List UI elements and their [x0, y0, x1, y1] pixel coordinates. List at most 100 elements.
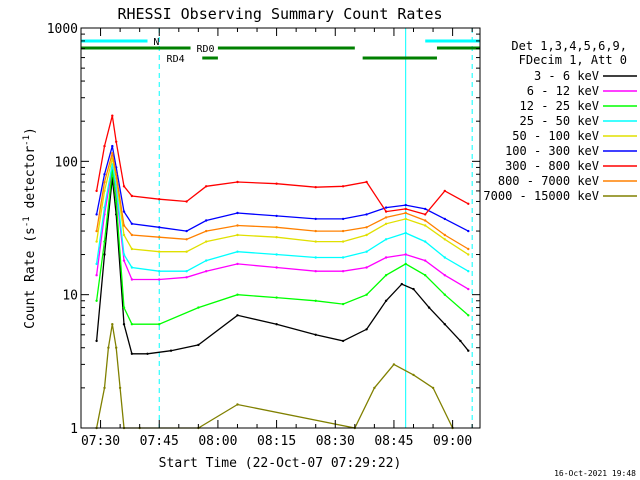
x-tick-label-1: 07:45 — [140, 434, 179, 449]
data-point-800-7000-kev-8 — [205, 229, 208, 233]
series-line-300-800-kev — [95, 115, 469, 216]
data-point-800-7000-kev-12 — [341, 229, 345, 233]
data-point-3-6-kev-15 — [400, 282, 403, 286]
data-point-12-25-kev-7 — [197, 306, 200, 309]
data-point-6-12-kev-17 — [443, 274, 446, 277]
data-point-800-7000-kev-13 — [365, 226, 368, 229]
y-axis-label-end: ) — [23, 127, 38, 135]
data-point-3-6-kev-16 — [412, 287, 415, 291]
data-point-100-300-kev-18 — [467, 229, 470, 233]
data-point-300-800-kev-9 — [236, 180, 239, 184]
data-point-12-25-kev-4 — [122, 306, 126, 309]
data-point-300-800-kev-1 — [103, 144, 106, 148]
data-point-3-6-kev-8 — [197, 343, 200, 347]
data-point-6-12-kev-18 — [467, 287, 470, 291]
data-point-800-7000-kev-5 — [130, 233, 134, 237]
series-line-25-50-kev — [95, 164, 469, 272]
legend-label-12-25-kev: 12 - 25 keV — [520, 99, 599, 113]
y-tick-label-1: 10 — [62, 289, 78, 304]
data-point-800-7000-kev-10 — [275, 226, 278, 229]
series-line-100-300-kev — [95, 145, 469, 232]
data-point-7000-15000-kev-13 — [412, 373, 415, 377]
legend: Det 1,3,4,5,6,9,FDecim 1, Att 0 3 - 6 keV… — [483, 39, 637, 203]
data-point-6-12-kev-11 — [314, 270, 317, 273]
y-axis-label-tail: detector — [23, 146, 38, 217]
data-point-800-7000-kev-6 — [158, 236, 161, 239]
series-line-800-7000-kev — [95, 153, 469, 250]
chart-title: RHESSI Observing Summary Count Rates — [117, 5, 442, 23]
data-point-100-300-kev-0 — [95, 213, 98, 216]
data-point-50-100-kev-1 — [103, 189, 106, 193]
data-point-800-7000-kev-17 — [443, 233, 446, 237]
data-point-100-300-kev-4 — [122, 210, 126, 213]
data-point-25-50-kev-10 — [275, 253, 278, 256]
data-point-12-25-kev-11 — [341, 302, 345, 306]
data-point-6-12-kev-10 — [275, 266, 278, 269]
data-point-6-12-kev-15 — [404, 253, 407, 256]
data-point-6-12-kev-0 — [95, 274, 98, 277]
data-point-800-7000-kev-4 — [122, 224, 126, 227]
data-point-50-100-kev-5 — [130, 247, 134, 251]
data-point-100-300-kev-17 — [443, 217, 446, 221]
data-point-50-100-kev-11 — [314, 240, 317, 243]
data-point-800-7000-kev-16 — [424, 219, 427, 222]
x-tick-label-2: 08:00 — [198, 434, 237, 449]
data-point-50-100-kev-15 — [404, 217, 407, 221]
data-point-100-300-kev-8 — [205, 219, 208, 222]
data-point-50-100-kev-18 — [467, 253, 470, 256]
data-point-100-300-kev-13 — [365, 213, 368, 216]
data-point-100-300-kev-11 — [314, 217, 317, 221]
data-point-3-6-kev-10 — [275, 323, 278, 326]
data-point-25-50-kev-15 — [404, 231, 407, 235]
data-point-300-800-kev-12 — [341, 185, 345, 188]
data-point-50-100-kev-8 — [205, 240, 208, 243]
legend-label-800-7000-kev: 800 - 7000 keV — [498, 174, 599, 188]
data-point-800-7000-kev-7 — [185, 238, 188, 241]
y-tick-label-3: 1000 — [47, 22, 78, 37]
data-point-12-25-kev-10 — [314, 299, 317, 302]
data-point-7000-15000-kev-3 — [111, 323, 114, 326]
data-point-7000-15000-kev-5 — [118, 386, 122, 390]
data-point-300-800-kev-18 — [467, 202, 470, 205]
data-point-50-100-kev-6 — [158, 250, 161, 253]
data-point-25-50-kev-14 — [384, 238, 388, 241]
data-point-300-800-kev-17 — [443, 189, 446, 193]
data-point-50-100-kev-9 — [236, 233, 239, 237]
data-point-50-100-kev-14 — [384, 222, 388, 225]
x-tick-label-6: 09:00 — [433, 434, 472, 449]
data-point-300-800-kev-10 — [275, 182, 278, 185]
state-bar-label-rd4: RD4 — [167, 54, 185, 65]
data-point-800-7000-kev-14 — [384, 216, 388, 219]
data-point-800-7000-kev-15 — [404, 211, 407, 215]
data-point-3-6-kev-9 — [236, 314, 239, 317]
data-point-12-25-kev-8 — [236, 293, 239, 296]
data-point-300-800-kev-6 — [158, 198, 161, 201]
data-point-12-25-kev-6 — [158, 323, 161, 326]
data-point-300-800-kev-13 — [365, 180, 368, 184]
data-point-25-50-kev-1 — [103, 206, 106, 209]
data-point-7000-15000-kev-4 — [115, 346, 118, 349]
series-line-12-25-kev — [95, 170, 469, 325]
legend-label-300-800-kev: 300 - 800 keV — [505, 159, 599, 173]
x-axis-label: Start Time (22-Oct-07 07:29:22) — [159, 456, 402, 471]
y-axis-label: Count Rate (s-1 detector-1) — [22, 127, 38, 329]
data-point-800-7000-kev-9 — [236, 224, 239, 227]
data-point-300-800-kev-5 — [130, 194, 134, 198]
plot-frame — [80, 27, 481, 429]
legend-label-3-6-kev: 3 - 6 keV — [534, 69, 599, 83]
data-point-6-12-kev-6 — [158, 278, 161, 281]
legend-label-50-100-kev: 50 - 100 keV — [512, 129, 599, 143]
data-point-50-100-kev-7 — [185, 250, 188, 253]
data-point-100-300-kev-2 — [111, 144, 114, 148]
data-point-25-50-kev-9 — [236, 250, 239, 253]
data-point-100-300-kev-14 — [384, 206, 388, 209]
data-point-800-7000-kev-18 — [467, 247, 470, 251]
data-point-50-100-kev-4 — [122, 233, 126, 237]
data-point-7000-15000-kev-11 — [373, 386, 376, 390]
y-axis-label-sup: -1 — [22, 216, 32, 227]
data-point-6-12-kev-5 — [130, 278, 134, 281]
data-point-3-6-kev-11 — [314, 333, 317, 336]
data-point-3-6-kev-7 — [169, 349, 173, 352]
data-point-800-7000-kev-0 — [95, 229, 98, 233]
data-point-12-25-kev-0 — [95, 299, 98, 302]
